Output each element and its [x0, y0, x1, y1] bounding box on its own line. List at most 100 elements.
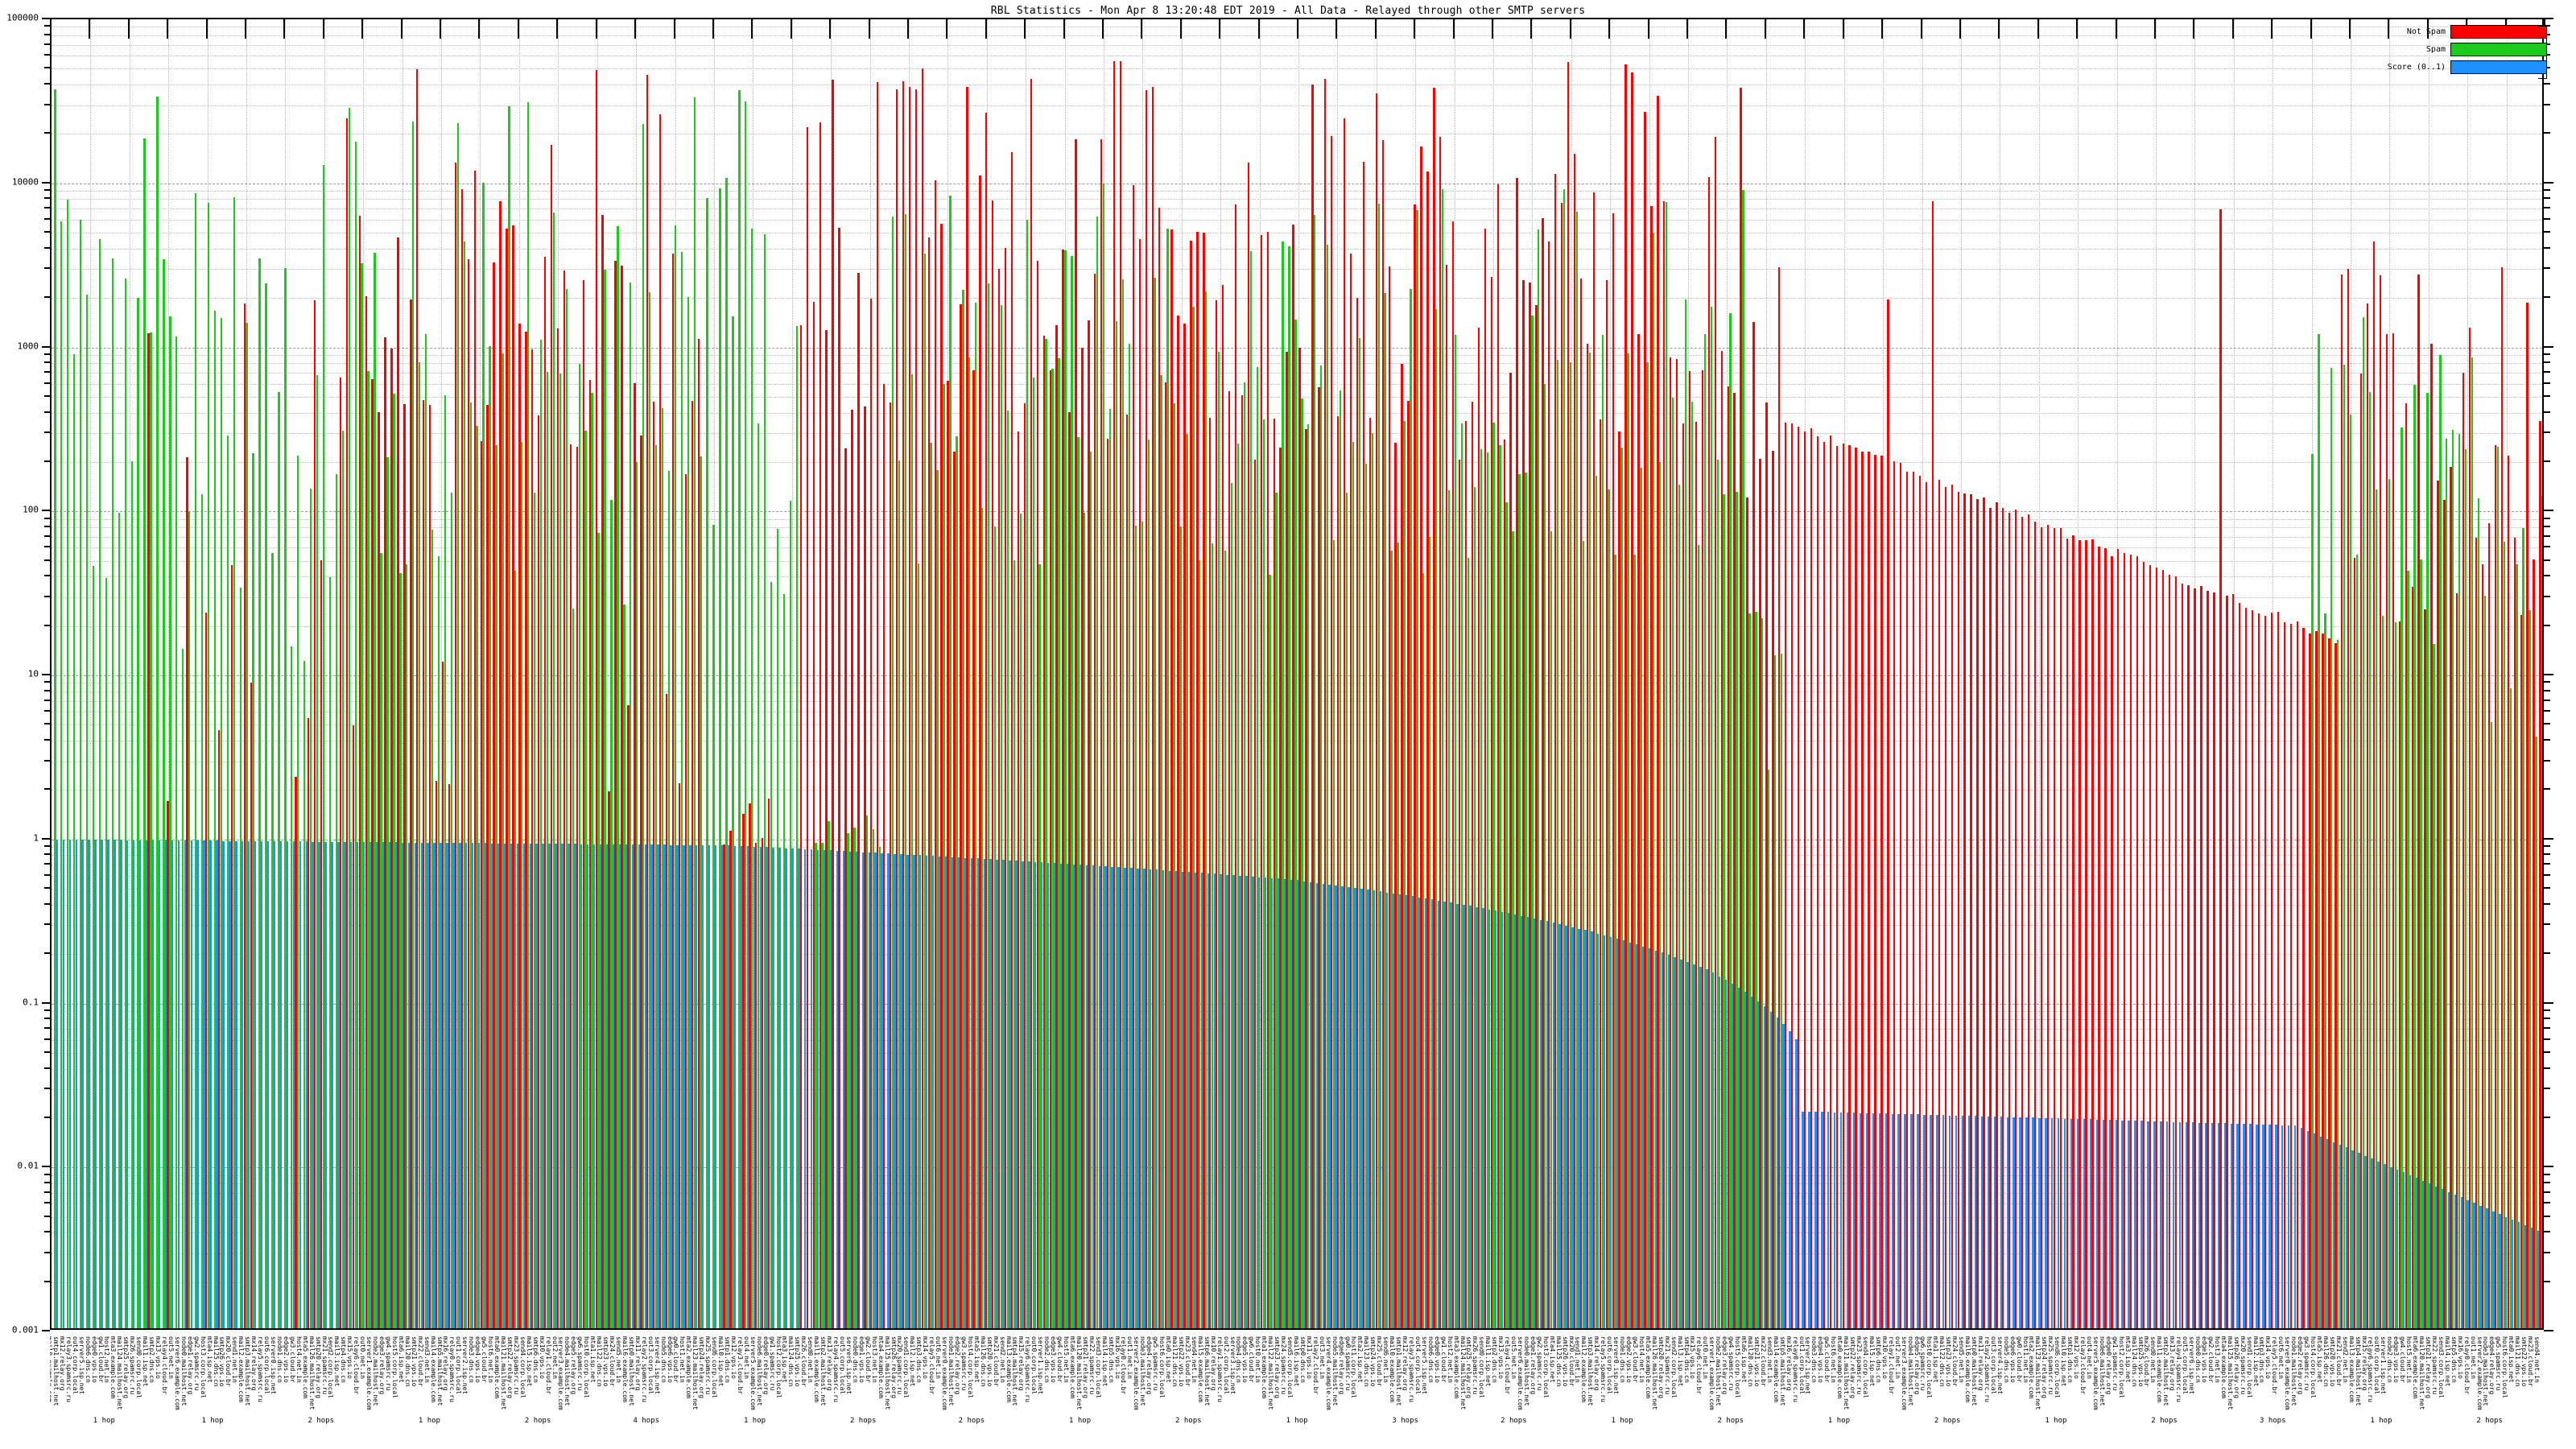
bar-score	[1750, 996, 1753, 1328]
bar-spam	[374, 253, 376, 1328]
x-hop-label: 2 hops	[1175, 1417, 1202, 1425]
bar-not-spam	[2437, 481, 2439, 1328]
bar-not-spam	[1599, 419, 1602, 1328]
bar-score	[286, 841, 289, 1328]
bar-score	[1769, 1011, 1772, 1328]
bar-not-spam	[2366, 303, 2369, 1328]
legend-bracket	[2538, 26, 2547, 79]
bar-spam	[1019, 513, 1022, 1328]
bar-score	[1046, 862, 1050, 1328]
bar-spam	[910, 374, 913, 1328]
bar-spam	[962, 289, 964, 1328]
bar-spam	[770, 582, 773, 1328]
bar-score	[177, 840, 180, 1328]
bar-spam	[354, 142, 357, 1328]
bar-score	[1571, 927, 1574, 1328]
top-axis-tick	[2153, 18, 2156, 39]
y-axis-tick	[2544, 1088, 2550, 1090]
y-axis-tick	[2544, 103, 2550, 105]
bar-score	[983, 858, 985, 1328]
y-axis-tick	[44, 189, 50, 192]
bar-score	[1680, 959, 1682, 1328]
bar-score	[68, 839, 71, 1328]
y-axis-tick	[44, 1215, 50, 1217]
grid-line-horizontal	[52, 347, 2542, 349]
bar-score	[292, 841, 295, 1328]
bar-spam	[1026, 220, 1028, 1328]
bar-spam	[98, 239, 101, 1328]
bar-not-spam	[1983, 497, 1985, 1328]
bar-not-spam	[1759, 459, 1761, 1328]
bar-score	[580, 844, 583, 1328]
bar-score	[1290, 879, 1293, 1328]
bar-not-spam	[1893, 461, 1896, 1328]
y-axis-tick	[2544, 595, 2550, 597]
bar-not-spam	[1260, 234, 1263, 1328]
y-axis-tick	[44, 863, 50, 865]
top-axis-tick	[634, 18, 637, 39]
bar-spam	[578, 363, 580, 1328]
bar-spam	[1653, 233, 1655, 1328]
grid-line-horizontal	[52, 724, 2542, 726]
y-axis-tick	[44, 382, 50, 384]
bar-spam	[1601, 334, 1604, 1328]
bar-not-spam	[493, 262, 495, 1328]
bar-score	[1302, 881, 1306, 1328]
y-axis-tick	[44, 1018, 50, 1020]
bar-score	[2300, 1128, 2303, 1328]
bar-score	[1737, 987, 1740, 1328]
bar-not-spam	[1234, 204, 1237, 1328]
bar-score	[542, 844, 544, 1328]
x-hop-label: 3 hops	[1392, 1417, 1418, 1425]
bar-score	[164, 840, 167, 1328]
bar-score	[2396, 1170, 2399, 1328]
bar-not-spam	[812, 302, 815, 1328]
bar-not-spam	[576, 446, 579, 1328]
bar-score	[1910, 1114, 1913, 1328]
y-axis-tick	[2544, 1280, 2550, 1282]
bar-score	[733, 845, 737, 1328]
bar-score	[1526, 917, 1530, 1328]
bar-not-spam	[1318, 386, 1320, 1328]
bar-not-spam	[1241, 395, 1244, 1328]
bar-not-spam	[147, 332, 150, 1328]
bar-not-spam	[1311, 85, 1314, 1328]
grid-line-horizontal	[52, 354, 2542, 356]
bar-spam	[2394, 621, 2396, 1328]
bar-spam	[1723, 494, 1725, 1328]
y-axis-tick	[2544, 624, 2550, 626]
bar-not-spam	[295, 777, 297, 1328]
x-hop-label: 1 hop	[2370, 1417, 2392, 1425]
bar-score	[2173, 1121, 2175, 1328]
grid-line-horizontal	[52, 44, 2542, 46]
bar-spam	[776, 529, 779, 1328]
bar-spam	[169, 316, 171, 1328]
bar-not-spam	[2244, 608, 2248, 1328]
bar-not-spam	[1273, 419, 1275, 1328]
bar-spam	[1371, 433, 1373, 1328]
bar-score	[696, 844, 698, 1328]
bar-score	[2454, 1195, 2456, 1328]
bar-spam	[2375, 489, 2378, 1328]
bar-spam	[815, 842, 817, 1328]
bar-score	[273, 841, 276, 1328]
x-hop-label: 2 hops	[2476, 1417, 2503, 1425]
bar-score	[1111, 866, 1113, 1328]
bar-not-spam	[1388, 266, 1390, 1328]
bar-score	[126, 840, 129, 1328]
bar-spam	[1525, 473, 1527, 1328]
bar-score	[676, 844, 679, 1328]
bar-spam	[418, 361, 421, 1328]
y-axis-tick	[2544, 1181, 2550, 1183]
legend-swatch-spam	[2450, 43, 2547, 56]
bar-score	[2384, 1164, 2386, 1328]
top-axis-tick	[751, 18, 753, 39]
bar-spam	[2311, 454, 2314, 1328]
bar-score	[1143, 869, 1146, 1328]
bar-spam	[220, 317, 223, 1328]
y-axis-tick	[2544, 132, 2550, 134]
bar-spam	[1307, 423, 1310, 1328]
bar-not-spam	[799, 324, 803, 1328]
grid-line-horizontal	[52, 518, 2542, 520]
y-axis-tick	[44, 296, 50, 299]
